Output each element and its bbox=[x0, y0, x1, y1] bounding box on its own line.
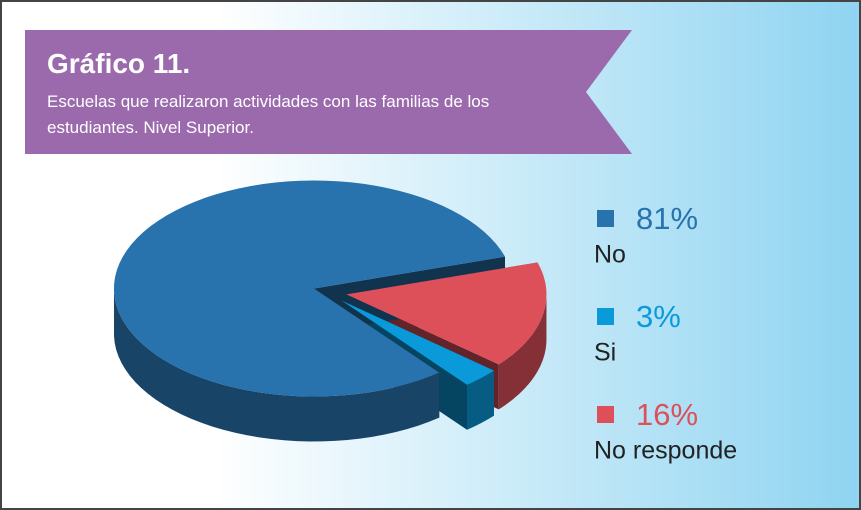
chart-title: Gráfico 11. bbox=[47, 48, 191, 79]
legend: 81% No 3% Si 16% No responde bbox=[594, 201, 737, 464]
chart-subtitle: Escuelas que realizaron actividades con … bbox=[47, 92, 490, 137]
slice-side bbox=[113, 290, 440, 442]
legend-label: No responde bbox=[594, 437, 737, 465]
legend-swatch bbox=[597, 308, 614, 325]
slice bbox=[346, 262, 547, 365]
legend-label: Si bbox=[594, 339, 616, 367]
pie bbox=[113, 180, 547, 442]
slice bbox=[341, 300, 494, 385]
value-label: 16% bbox=[636, 397, 698, 432]
slice-side bbox=[498, 294, 547, 410]
value-label: 3% bbox=[636, 299, 681, 334]
title-banner bbox=[25, 30, 632, 154]
legend-swatch bbox=[597, 210, 614, 227]
legend-swatch bbox=[597, 406, 614, 423]
slice-side bbox=[467, 370, 494, 430]
slice bbox=[113, 180, 506, 397]
value-label: 81% bbox=[636, 201, 698, 236]
legend-label: No bbox=[594, 241, 626, 269]
